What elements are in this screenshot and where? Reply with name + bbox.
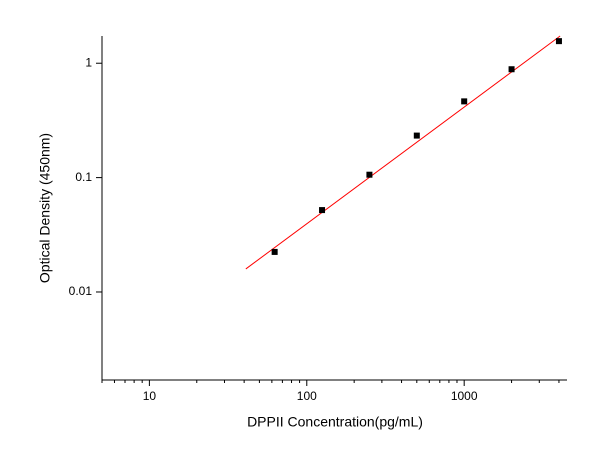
point [366,171,373,178]
point [555,38,562,45]
point [319,207,326,214]
point [413,132,420,139]
x-tick-label: 1000 [451,389,478,403]
x-axis-label: DPPII Concentration(pg/mL) [247,414,423,430]
point [508,66,515,73]
x-tick-label: 10 [143,389,157,403]
y-tick-label: 1 [85,55,92,69]
y-tick-label: 0.1 [75,170,92,184]
y-axis-label: Optical Density (450nm) [37,133,53,283]
y-tick-label: 0.01 [69,284,93,298]
point [271,248,278,255]
point [461,98,468,105]
fit-line [245,35,561,270]
x-tick-label: 100 [297,389,317,403]
